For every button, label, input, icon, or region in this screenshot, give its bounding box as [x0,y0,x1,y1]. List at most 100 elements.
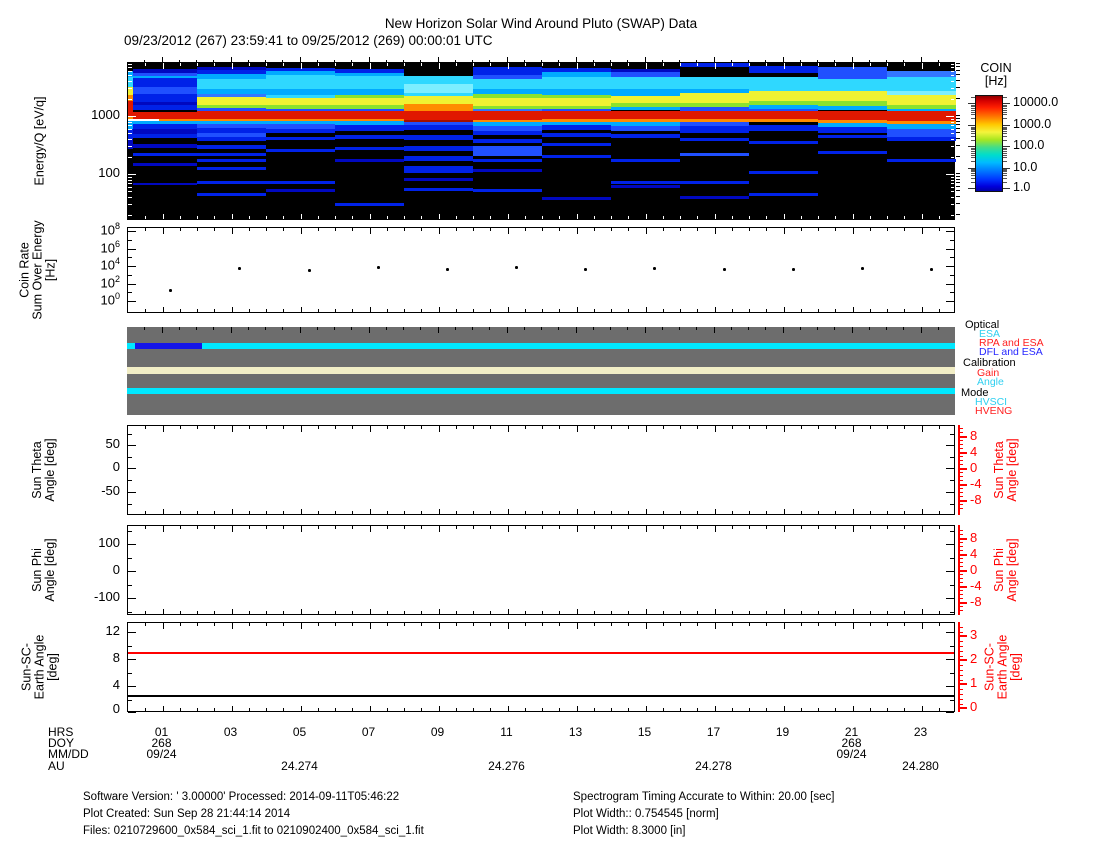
sun-phi-right-axis-label: Sun Phi Angle [deg] [992,538,1019,602]
outside-tick [299,57,301,62]
time-tick-minor [197,526,198,529]
mmdd-label: 09/24 [836,747,867,761]
outside-tick [351,59,353,62]
colorbar-minor-tick [971,168,975,170]
outside-tick [956,196,960,198]
time-tick-minor [800,611,802,614]
red-minor-tick [958,472,963,473]
coin-rate-panel [127,227,955,313]
time-tick-major [576,63,578,69]
time-tick-minor [766,426,768,429]
colorbar-minor-tick [1003,157,1007,159]
y-tick [128,699,132,701]
time-tick-major [369,213,371,219]
time-tick-minor [869,309,871,312]
y-tick [128,266,136,267]
red-minor-tick [958,562,963,563]
spectrogram-band [680,107,749,111]
time-tick-minor [248,526,250,529]
time-tick-minor [680,309,681,312]
colorbar-minor-tick [971,177,975,179]
red-minor-tick [958,464,963,465]
time-tick-major [576,306,578,312]
coin-rate-y-axis-label: Coin Rate Sum Over Energy [Hz] [17,220,58,320]
red-minor-tick [958,610,963,611]
y-tick [946,301,954,302]
red-minor-tick [958,476,963,477]
spectrogram-band [818,135,887,138]
time-tick-major [162,213,164,219]
spectrogram-band [404,111,473,120]
time-tick-minor [179,526,181,529]
y-tick [128,712,136,713]
time-tick-minor [697,526,699,529]
spectrogram-band [680,138,749,141]
time-tick-minor [404,63,405,66]
time-tick-major [369,508,371,514]
hour-label: 23 [913,725,928,739]
time-tick-minor [524,309,526,312]
time-tick-minor [404,511,405,514]
spectrogram-band [266,124,335,129]
time-tick-minor [404,611,405,614]
time-tick-minor [455,309,457,312]
spectrogram-band [542,68,611,72]
time-tick-major [438,623,440,629]
spectrogram-band [680,103,749,107]
y-tick [950,179,954,181]
y-tick [950,88,954,90]
red-minor-tick [958,448,963,449]
red-tick-label: -8 [970,594,982,609]
spectrogram-band [818,120,887,123]
y-tick [128,139,132,141]
footer-line: Spectrogram Timing Accurate to Within: 2… [573,791,835,803]
outside-tick [956,65,960,67]
time-tick-major [438,306,440,312]
outside-tick [956,115,960,116]
time-tick-minor [749,216,750,219]
time-tick-major [852,306,854,312]
outside-tick [265,59,266,62]
colorbar-title: COIN [980,61,1012,75]
time-tick-major [852,426,854,432]
time-tick-minor [421,623,423,626]
outside-tick [368,57,370,62]
red-minor-tick [958,670,963,672]
time-tick-minor [818,309,819,312]
spectrogram-band [542,106,611,109]
spectrogram-panel [127,62,956,220]
colorbar-major-tick [968,146,975,148]
y-tick [950,98,954,100]
time-tick-major [300,623,302,629]
time-tick-minor [749,63,750,66]
y-tick [128,176,132,178]
spectrogram-band [611,69,680,72]
time-tick-minor [749,426,750,429]
time-tick-minor [421,511,423,514]
time-tick-minor [266,216,267,219]
spectrogram-band [749,89,818,91]
outside-tick [956,123,960,125]
time-tick-minor [835,63,837,66]
spectrogram-band [404,84,473,93]
spectrogram-band [611,72,680,77]
time-tick-major [783,306,785,312]
colorbar-minor-tick [1003,154,1007,156]
red-tick-label: 0 [970,562,978,577]
time-tick-minor [800,63,802,66]
y-tick [950,156,954,158]
time-tick-major [300,526,302,532]
time-tick-minor [473,623,474,626]
time-tick-minor [592,327,594,330]
y-tick [950,121,954,123]
time-tick-major [231,426,233,432]
time-tick-minor [611,708,612,711]
footer-line: Plot Created: Sun Sep 28 21:44:14 2014 [83,808,291,820]
time-tick-major [300,508,302,514]
colorbar-minor-tick [1003,177,1007,179]
spectrogram-band [473,109,542,111]
spectrogram-band [473,159,542,162]
time-tick-major [645,526,647,532]
spectrogram-band [335,147,404,150]
time-tick-major [507,623,509,629]
